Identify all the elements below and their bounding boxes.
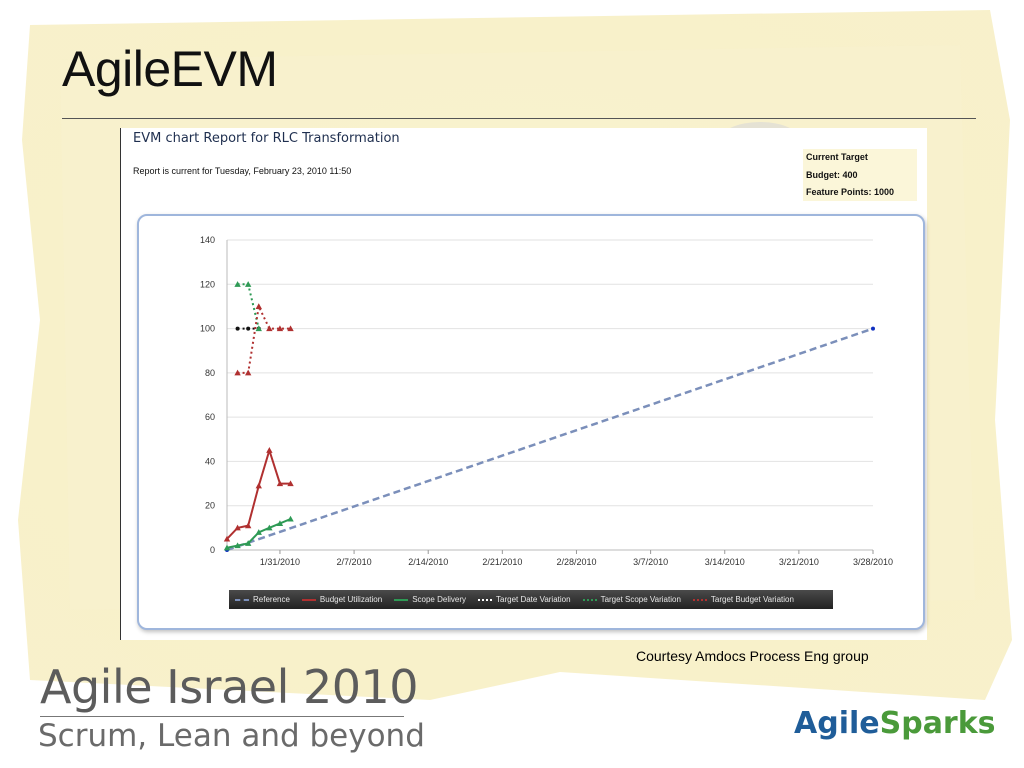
legend-label: Scope Delivery	[412, 595, 466, 604]
series-line-reference	[226, 327, 874, 552]
y-tick-label: 0	[210, 545, 215, 555]
point-scope-delivery	[255, 529, 262, 535]
point-budget-utilization	[287, 480, 294, 487]
point-scope-delivery	[234, 542, 241, 549]
legend-swatch	[692, 598, 707, 601]
target-heading: Current Target	[806, 152, 868, 162]
target-feature-points: Feature Points: 1000	[806, 187, 895, 197]
point-reference	[871, 326, 875, 331]
title-divider	[62, 118, 976, 119]
y-tick-label: 80	[205, 368, 215, 378]
point-scope-delivery	[244, 540, 252, 546]
legend-item: Target Scope Variation	[582, 595, 681, 604]
x-tick-label: 1/31/2010	[260, 557, 300, 567]
point-target-scope-variation	[244, 281, 252, 287]
logo-sparks: Sparks	[879, 706, 996, 741]
report-title: EVM chart Report for RLC Transformation	[133, 131, 400, 146]
point-target-budget-variation	[276, 325, 284, 332]
x-tick-label: 3/21/2010	[779, 557, 819, 567]
legend-label: Target Scope Variation	[600, 595, 681, 604]
evm-chart: 0 20 40 60 80 100 120 140 1/31/2010 2/7/2010 2/14/…	[200, 235, 893, 567]
point-budget-utilization	[276, 480, 284, 487]
y-tick-label: 120	[200, 279, 215, 289]
legend-item: Reference	[235, 595, 290, 604]
report-status: Report is current for Tuesday, February …	[133, 166, 352, 176]
x-tick-label: 3/28/2010	[853, 557, 893, 567]
y-tick-label: 140	[200, 235, 215, 245]
legend-item: Target Budget Variation	[692, 595, 794, 604]
series-line-target-budget-variation	[237, 303, 291, 374]
point-target-scope-variation	[255, 325, 262, 332]
y-tick-label: 40	[205, 456, 215, 466]
logo-agile: Agile	[794, 706, 880, 741]
point-scope-delivery	[276, 520, 284, 526]
point-scope-delivery	[223, 544, 231, 551]
point-target-date-variation	[235, 326, 240, 331]
evm-chart-frame: 0 20 40 60 80 100 120 140 1/31/2010 2/7/2010 2/14/…	[137, 214, 925, 630]
point-budget-utilization	[266, 447, 273, 453]
point-budget-utilization	[234, 524, 241, 531]
point-scope-delivery	[266, 524, 273, 531]
legend-label: Target Date Variation	[496, 595, 571, 604]
point-budget-utilization	[255, 482, 262, 489]
footer-title: Agile Israel 2010	[40, 660, 419, 714]
legend-swatch	[235, 598, 249, 601]
point-target-budget-variation	[287, 325, 294, 332]
y-tick-label: 100	[200, 324, 215, 334]
evm-report-panel: EVM chart Report for RLC Transformation …	[120, 128, 927, 640]
x-tick-label: 2/7/2010	[337, 557, 372, 567]
x-tick-label: 2/14/2010	[408, 557, 448, 567]
footer-subtitle: Scrum, Lean and beyond	[38, 718, 425, 754]
legend-label: Budget Utilization	[319, 595, 383, 604]
point-target-budget-variation	[255, 303, 262, 309]
target-budget: Budget: 400	[806, 169, 858, 180]
point-budget-utilization	[244, 522, 252, 529]
slide-title: AgileEVM	[62, 41, 278, 97]
y-tick-label: 60	[205, 412, 215, 422]
current-target-box: Current Target Budget: 400 Feature Point…	[803, 149, 917, 201]
courtesy-note: Courtesy Amdocs Process Eng group	[636, 648, 869, 664]
legend-swatch	[582, 598, 597, 601]
legend-item: Target Date Variation	[478, 595, 571, 604]
x-tick-label: 2/21/2010	[482, 557, 522, 567]
footer-divider	[40, 716, 404, 717]
point-target-scope-variation	[234, 281, 241, 287]
point-target-budget-variation	[244, 369, 252, 376]
point-target-budget-variation	[266, 325, 273, 332]
legend-label: Reference	[253, 595, 290, 604]
x-tick-label: 2/28/2010	[556, 557, 596, 567]
legend-item: Budget Utilization	[301, 595, 383, 604]
legend-swatch	[394, 598, 409, 601]
point-target-date-variation	[246, 326, 251, 331]
legend-item: Scope Delivery	[394, 595, 466, 604]
chart-legend: Reference Budget Utilization Scope Deliver…	[229, 590, 833, 609]
legend-swatch	[478, 598, 492, 601]
legend-swatch	[301, 598, 316, 601]
legend-label: Target Budget Variation	[710, 595, 794, 604]
point-target-budget-variation	[234, 369, 241, 376]
y-tick-label: 20	[205, 501, 215, 511]
point-scope-delivery	[287, 515, 294, 522]
point-budget-utilization	[223, 535, 231, 542]
x-tick-label: 3/7/2010	[633, 557, 668, 567]
series-line-target-scope-variation	[237, 283, 260, 329]
agilesparks-logo: AgileSparks	[794, 706, 996, 741]
x-tick-label: 3/14/2010	[705, 557, 745, 567]
